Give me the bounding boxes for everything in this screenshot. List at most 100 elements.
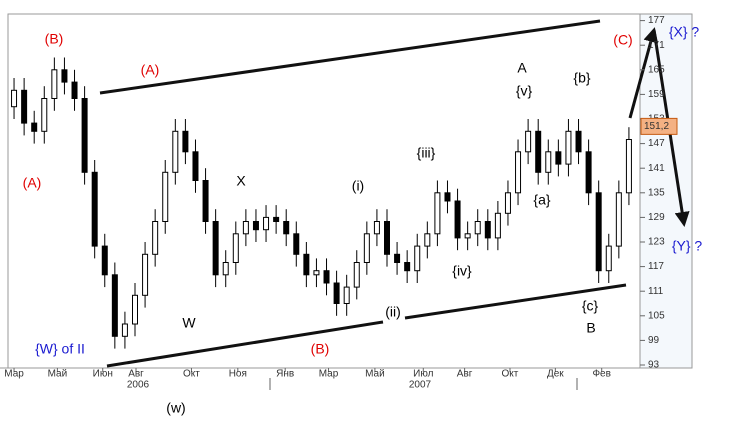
- wave-label: {v}: [516, 83, 533, 99]
- x-tick-label: Июн: [93, 369, 113, 380]
- candle-body: [615, 192, 622, 247]
- candle-body: [373, 221, 380, 235]
- wave-label: (B): [311, 341, 330, 357]
- candle-body: [132, 294, 138, 325]
- candle-body: [91, 171, 98, 247]
- forecast-arrow: [628, 27, 659, 119]
- y-tick-label: 135: [648, 187, 665, 198]
- y-tick-label: 93: [648, 360, 660, 371]
- year-label: 2007: [409, 380, 432, 391]
- x-tick-label: Окт: [502, 369, 519, 380]
- wave-label: {X} ?: [669, 24, 700, 40]
- candle-body: [61, 69, 68, 83]
- y-tick-label: 117: [648, 261, 664, 272]
- y-tick-label: 147: [648, 138, 665, 149]
- candle-body: [212, 221, 219, 276]
- wave-label: (i): [352, 178, 364, 194]
- y-tick-label: 171: [648, 40, 665, 51]
- x-tick-label: Янв: [276, 369, 294, 380]
- candle-body: [504, 192, 511, 214]
- y-tick-label: 177: [648, 15, 665, 26]
- year-label: 2006: [127, 380, 150, 391]
- candle-body: [283, 221, 290, 235]
- candle-body: [333, 282, 340, 304]
- candle-body: [545, 151, 552, 173]
- candle-body: [323, 270, 330, 284]
- candle-body: [142, 253, 149, 296]
- channel-line: [106, 320, 384, 368]
- candle-body: [464, 233, 471, 239]
- y-tick-label: 165: [648, 64, 665, 75]
- x-tick-label: Май: [48, 369, 68, 380]
- candle-body: [303, 253, 310, 276]
- wave-label: {a}: [533, 192, 550, 208]
- x-tick-label: Фев: [592, 369, 610, 380]
- candle-body: [101, 245, 108, 276]
- y-tick-label: 129: [648, 212, 665, 223]
- candle-body: [51, 69, 58, 100]
- candle-body: [454, 200, 461, 239]
- candle-body: [81, 98, 88, 173]
- y-tick-label: 99: [648, 335, 660, 346]
- channel-line: [99, 19, 601, 95]
- candle-body: [404, 262, 411, 272]
- x-tick-label: Май: [365, 369, 385, 380]
- candle-body: [474, 221, 481, 235]
- candle-body: [152, 221, 159, 255]
- price-axis: [639, 13, 693, 369]
- candle-body: [363, 233, 370, 264]
- candle-body: [172, 130, 179, 173]
- candle-body: [21, 89, 28, 124]
- wave-label: (B): [45, 31, 64, 47]
- candle-body: [263, 216, 270, 231]
- candle-body: [414, 245, 421, 272]
- y-tick-label: 111: [648, 286, 664, 297]
- x-tick-label: Авг: [457, 369, 473, 380]
- wave-label: X: [236, 173, 246, 189]
- candle-body: [162, 171, 169, 223]
- candle-body: [444, 192, 451, 202]
- candle-body: [484, 221, 491, 239]
- candle-body: [595, 192, 602, 272]
- wave-label: (A): [23, 175, 42, 191]
- candle-body: [555, 151, 562, 165]
- candle-body: [202, 180, 209, 222]
- wave-label: (w): [166, 400, 185, 416]
- candle-body: [424, 233, 431, 247]
- wave-label: (A): [141, 62, 160, 78]
- wave-label: (C): [613, 32, 632, 48]
- candle-body: [222, 262, 229, 276]
- candle-body: [121, 323, 128, 337]
- candle-body: [434, 192, 441, 235]
- last-price-box: [640, 117, 678, 135]
- candle-body: [394, 253, 401, 264]
- candle-body: [313, 270, 320, 276]
- wave-label: {Y} ?: [672, 238, 703, 254]
- candle-body: [565, 130, 572, 165]
- candle-body: [273, 216, 280, 222]
- candle-body: [494, 212, 501, 239]
- y-tick-label: 123: [648, 237, 665, 248]
- x-tick-label: Июл: [413, 369, 433, 380]
- candle-body: [605, 245, 612, 272]
- candle-body: [71, 81, 78, 99]
- candle-body: [11, 89, 18, 108]
- candle-body: [182, 130, 189, 153]
- candle-body: [525, 130, 532, 153]
- x-tick-label: Ноя: [229, 369, 247, 380]
- wave-label: W: [182, 315, 196, 331]
- candle-body: [232, 233, 239, 264]
- x-tick-label: Дек: [547, 369, 564, 380]
- wave-label: A: [517, 60, 527, 76]
- candle-body: [384, 221, 390, 255]
- candle-body: [343, 286, 350, 305]
- candles: [11, 57, 632, 349]
- y-tick-label: 105: [648, 310, 665, 321]
- wave-label: {c}: [582, 298, 599, 314]
- candle-body: [575, 130, 582, 153]
- candle-body: [353, 262, 360, 288]
- x-tick-label: Авг: [128, 369, 144, 380]
- last-price-label: 151,2: [644, 121, 669, 132]
